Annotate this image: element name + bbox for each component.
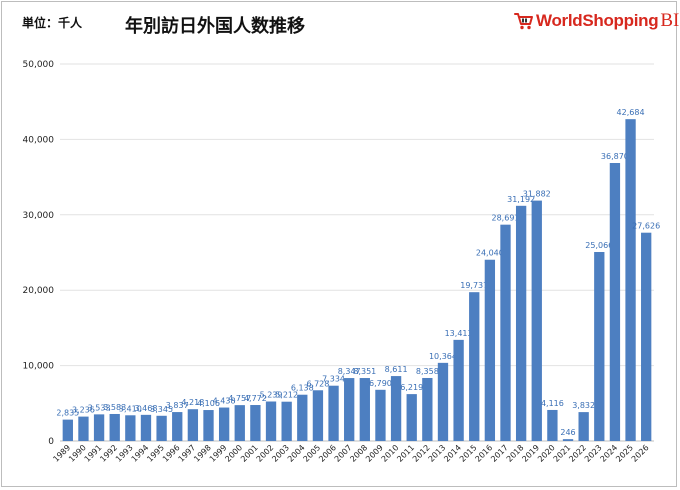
data-label: 2,835 bbox=[56, 409, 79, 418]
data-label: 4,438 bbox=[213, 397, 236, 406]
data-label: 4,218 bbox=[181, 398, 204, 407]
bar bbox=[578, 412, 589, 441]
bar bbox=[625, 119, 636, 441]
bar bbox=[375, 389, 386, 441]
data-label: 8,351 bbox=[353, 367, 376, 376]
data-label: 5,239 bbox=[260, 390, 283, 399]
y-tick-label: 50,000 bbox=[23, 60, 55, 70]
data-label: 246 bbox=[560, 428, 575, 437]
data-label: 28,691 bbox=[492, 214, 520, 223]
brand-word: WorldShopping bbox=[536, 11, 659, 30]
bar bbox=[78, 416, 89, 441]
data-label: 13,413 bbox=[445, 329, 473, 338]
bar bbox=[187, 409, 199, 441]
data-label: 25,066 bbox=[585, 241, 613, 250]
bar bbox=[547, 409, 558, 441]
bar bbox=[172, 412, 183, 441]
brand-logo: WorldShopping BIZ bbox=[513, 7, 680, 35]
y-tick-label: 20,000 bbox=[23, 286, 55, 296]
bar bbox=[562, 439, 574, 441]
bar bbox=[406, 394, 417, 441]
bar bbox=[641, 232, 652, 441]
bar bbox=[359, 378, 370, 441]
bar bbox=[250, 405, 261, 441]
brand-suffix: BIZ bbox=[660, 10, 680, 31]
data-label: 8,358 bbox=[416, 367, 439, 376]
y-tick-label: 0 bbox=[48, 437, 54, 447]
bar bbox=[203, 410, 214, 441]
bar bbox=[484, 259, 496, 441]
bar bbox=[281, 401, 292, 441]
data-label: 3,410 bbox=[119, 404, 142, 413]
data-label: 6,790 bbox=[369, 379, 392, 388]
bar bbox=[453, 339, 464, 441]
bar bbox=[218, 407, 230, 441]
data-label: 31,192 bbox=[507, 195, 535, 204]
bar bbox=[390, 376, 402, 441]
data-label: 3,583 bbox=[103, 403, 126, 412]
data-label: 3,837 bbox=[166, 401, 189, 410]
data-label: 10,364 bbox=[429, 352, 457, 361]
bar bbox=[344, 378, 355, 441]
bar bbox=[515, 205, 527, 441]
bar bbox=[234, 405, 245, 441]
data-label: 3,533 bbox=[88, 403, 111, 412]
bar bbox=[609, 163, 621, 442]
bar bbox=[500, 224, 511, 441]
data-label: 4,106 bbox=[197, 399, 220, 408]
bar bbox=[422, 377, 433, 441]
bar bbox=[109, 413, 120, 441]
bar bbox=[62, 419, 73, 441]
data-label: 8,347 bbox=[338, 367, 361, 376]
bar bbox=[469, 292, 480, 441]
data-label: 4,772 bbox=[244, 394, 267, 403]
data-label: 3,468 bbox=[135, 404, 158, 413]
data-label: 4,116 bbox=[541, 399, 564, 408]
data-label: 3,832 bbox=[572, 401, 595, 410]
bar bbox=[265, 401, 277, 441]
data-label: 6,728 bbox=[306, 379, 329, 388]
y-tick-label: 10,000 bbox=[23, 362, 55, 372]
bar bbox=[156, 415, 167, 441]
data-label: 31,882 bbox=[523, 190, 551, 199]
data-label: 7,334 bbox=[322, 375, 345, 384]
data-label: 24,040 bbox=[476, 249, 504, 258]
bar bbox=[594, 252, 605, 441]
data-label: 3,236 bbox=[72, 406, 95, 415]
bar bbox=[93, 414, 105, 441]
data-label: 19,737 bbox=[460, 281, 488, 290]
data-label: 36,870 bbox=[601, 152, 629, 161]
x-tick-label: 2026 bbox=[630, 443, 651, 464]
bar bbox=[328, 385, 339, 441]
bar bbox=[297, 394, 308, 441]
y-tick-label: 40,000 bbox=[23, 135, 55, 145]
bar bbox=[140, 414, 152, 441]
chart-title: 年別訪日外国人数推移 bbox=[125, 16, 305, 37]
y-tick-label: 30,000 bbox=[23, 211, 55, 221]
data-label: 8,611 bbox=[385, 365, 408, 374]
data-label: 27,626 bbox=[632, 222, 660, 231]
bar bbox=[125, 415, 136, 441]
bar bbox=[531, 200, 542, 441]
bar bbox=[312, 390, 324, 441]
shopping-cart-icon bbox=[514, 13, 533, 30]
data-label: 4,757 bbox=[228, 394, 251, 403]
data-label: 42,684 bbox=[617, 108, 645, 117]
data-label: 5,212 bbox=[275, 391, 298, 400]
unit-label: 単位：千人 bbox=[22, 16, 83, 30]
bar bbox=[437, 362, 449, 441]
data-label: 6,138 bbox=[291, 384, 314, 393]
data-label: 3,345 bbox=[150, 405, 173, 414]
data-label: 6,219 bbox=[400, 383, 423, 392]
